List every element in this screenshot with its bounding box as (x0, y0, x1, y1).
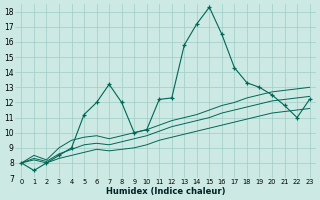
X-axis label: Humidex (Indice chaleur): Humidex (Indice chaleur) (106, 187, 225, 196)
